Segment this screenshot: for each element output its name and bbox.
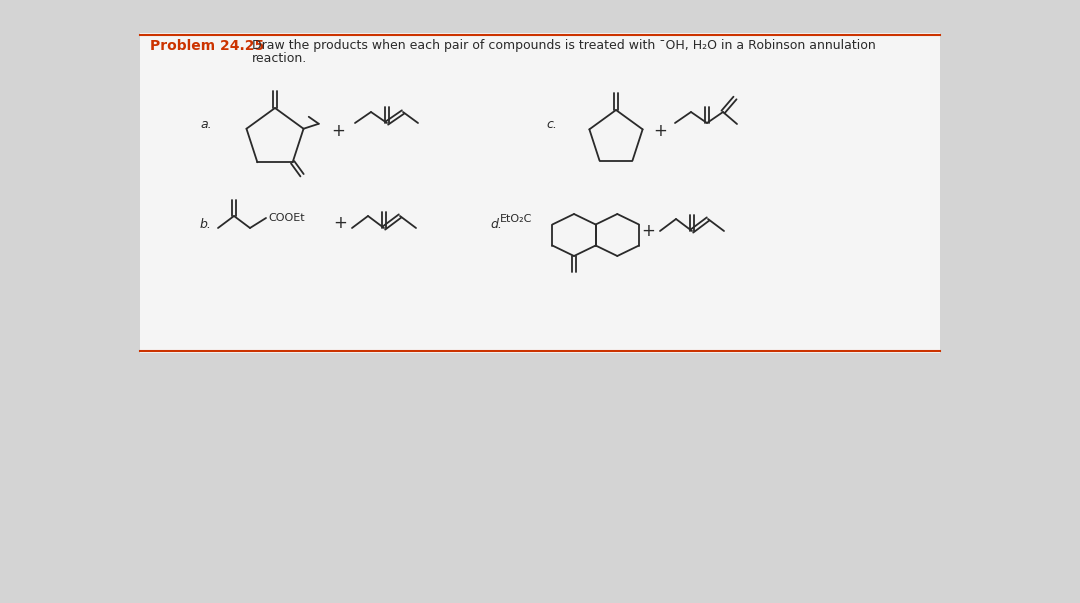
Text: a.: a. — [200, 119, 212, 131]
Text: +: + — [653, 122, 667, 140]
Text: Problem 24.25: Problem 24.25 — [150, 39, 265, 53]
Text: COOEt: COOEt — [268, 213, 305, 223]
FancyBboxPatch shape — [140, 33, 940, 353]
Text: +: + — [333, 214, 347, 232]
Text: c.: c. — [546, 119, 557, 131]
Text: b.: b. — [200, 218, 212, 232]
Text: +: + — [332, 122, 345, 140]
Text: EtO₂C: EtO₂C — [500, 213, 532, 224]
Text: +: + — [642, 222, 654, 240]
Text: reaction.: reaction. — [252, 52, 307, 66]
Text: d.: d. — [490, 218, 502, 232]
Text: Draw the products when each pair of compounds is treated with ¯OH, H₂O in a Robi: Draw the products when each pair of comp… — [252, 40, 876, 52]
